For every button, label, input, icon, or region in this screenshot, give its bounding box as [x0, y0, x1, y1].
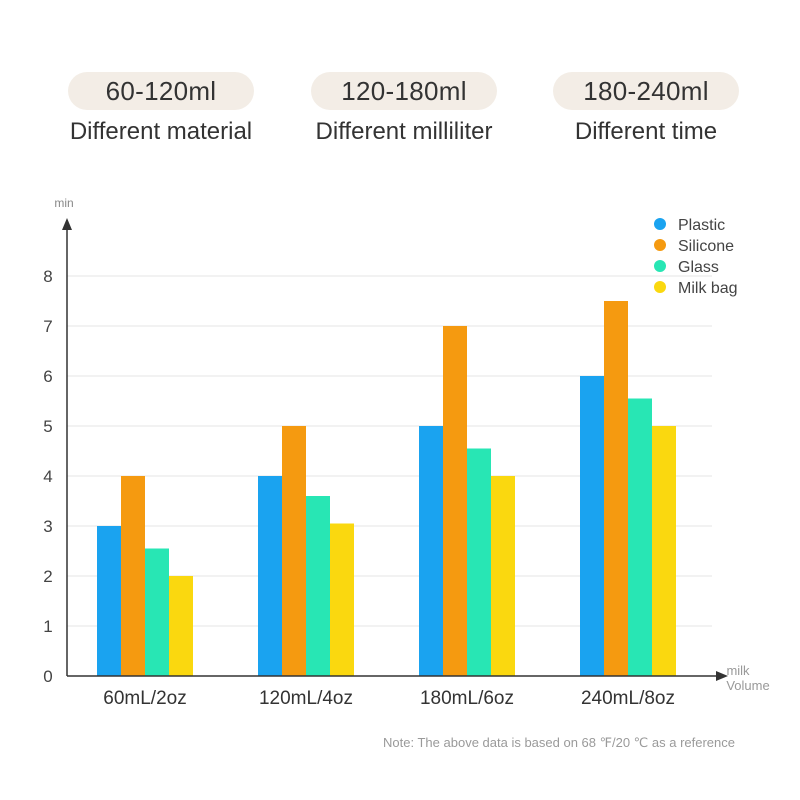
range-pill: 180-240ml	[553, 72, 739, 110]
range-pill: 60-120ml	[68, 72, 254, 110]
y-tick-label: 3	[43, 517, 52, 536]
bar-silicone	[282, 426, 306, 676]
y-tick-label: 7	[43, 317, 52, 336]
bar-glass	[145, 548, 169, 676]
y-axis-title: min	[54, 196, 73, 210]
bar-silicone	[443, 326, 467, 676]
bar-milk-bag	[169, 576, 193, 676]
x-category-label: 240mL/8oz	[581, 688, 675, 709]
x-category-label: 120mL/4oz	[259, 688, 353, 709]
y-tick-label: 4	[43, 467, 52, 486]
bar-plastic	[419, 426, 443, 676]
y-tick-label: 0	[43, 667, 52, 686]
legend-swatch-silicone	[654, 239, 666, 251]
y-tick-label: 5	[43, 417, 52, 436]
bar-plastic	[580, 376, 604, 676]
bar-silicone	[121, 476, 145, 676]
reference-note: Note: The above data is based on 68 ℉/20…	[383, 735, 735, 750]
x-category-label: 60mL/2oz	[103, 688, 186, 709]
x-axis-arrow-icon	[716, 671, 728, 681]
x-axis-title-line2: Volume	[726, 678, 769, 693]
range-pill: 120-180ml	[311, 72, 497, 110]
legend-swatch-plastic	[654, 218, 666, 230]
bar-milk-bag	[491, 476, 515, 676]
bar-milk-bag	[652, 426, 676, 676]
y-axis-arrow-icon	[62, 218, 72, 230]
feature-caption: Different material	[69, 118, 253, 145]
bar-glass	[467, 448, 491, 676]
bar-silicone	[604, 301, 628, 676]
bar-glass	[628, 398, 652, 676]
bar-milk-bag	[330, 523, 354, 676]
x-axis-title-line1: milk	[726, 663, 750, 678]
legend-swatch-milk-bag	[654, 281, 666, 293]
feature-caption: Different time	[574, 118, 718, 145]
y-tick-label: 2	[43, 567, 52, 586]
legend-label: Silicone	[678, 238, 734, 255]
header-item-material: 60-120ml Different material	[46, 72, 276, 146]
header-item-milliliter: 120-180ml Different milliliter	[289, 72, 519, 146]
feature-caption: Different milliliter	[315, 118, 493, 145]
legend-label: Glass	[678, 259, 719, 276]
legend-swatch-glass	[654, 260, 666, 272]
bar-glass	[306, 496, 330, 676]
x-category-label: 180mL/6oz	[420, 688, 514, 709]
y-tick-label: 1	[43, 617, 52, 636]
bar-chart: 0 1 2 3 4 5 6 7 8 60mL/2oz 120mL/4oz 180mL/6oz 240mL…	[43, 196, 769, 709]
bar-plastic	[97, 526, 121, 676]
legend-label: Plastic	[678, 217, 725, 234]
y-tick-label: 8	[43, 267, 52, 286]
header-item-time: 180-240ml Different time	[531, 72, 761, 146]
y-tick-label: 6	[43, 367, 52, 386]
bar-plastic	[258, 476, 282, 676]
legend-label: Milk bag	[678, 280, 738, 297]
